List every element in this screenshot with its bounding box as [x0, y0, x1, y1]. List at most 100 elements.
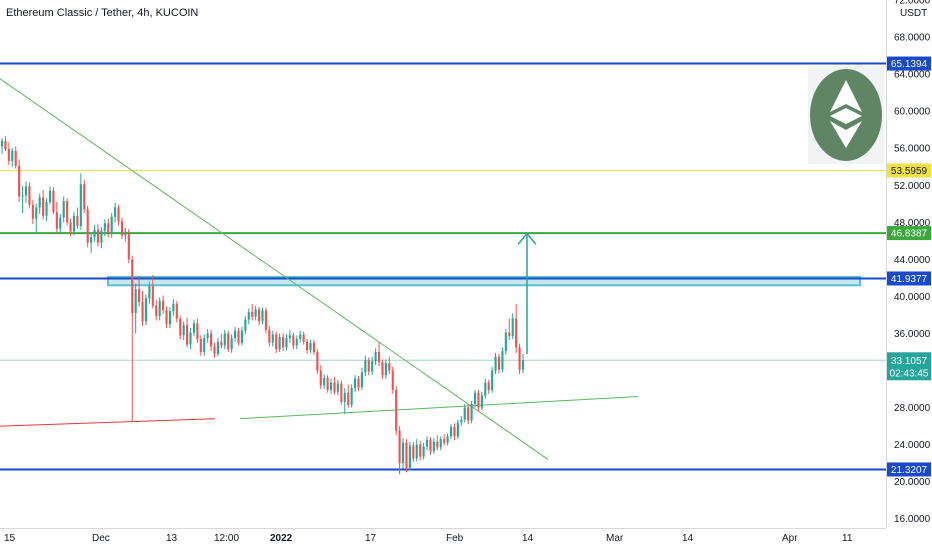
candle-body — [384, 363, 387, 376]
candle-body — [377, 352, 381, 363]
target-arrow-head[interactable] — [517, 232, 537, 245]
candle-body — [66, 201, 69, 223]
x-tick-label: 14 — [682, 533, 694, 544]
candle-body — [336, 383, 339, 392]
y-tick-label: 24.0000 — [894, 440, 931, 451]
trendline[interactable] — [0, 78, 549, 460]
logo-diamond-bottom-icon — [830, 121, 862, 148]
price-level-badge-label: 46.8387 — [891, 229, 928, 240]
candle-body — [316, 352, 319, 371]
candle-body — [186, 325, 189, 345]
candle-body — [14, 150, 17, 166]
candle-body — [192, 323, 196, 333]
candle-body — [473, 392, 477, 404]
candle-body — [110, 216, 113, 234]
x-tick-label: 14 — [522, 533, 534, 544]
candle-body — [367, 360, 370, 372]
candle-body — [439, 439, 442, 448]
bar-countdown-label: 02:43:45 — [890, 368, 929, 379]
zone-rectangle[interactable] — [107, 275, 861, 287]
candle-body — [312, 342, 315, 352]
trendline[interactable] — [239, 395, 639, 420]
candle-body — [114, 207, 117, 217]
price-levels[interactable] — [0, 62, 886, 471]
x-tick-label: Apr — [782, 533, 798, 544]
x-tick-label: 15 — [4, 533, 16, 544]
trendline[interactable] — [0, 418, 216, 427]
candle-body — [497, 356, 501, 370]
candle-body — [401, 442, 405, 464]
target-arrow[interactable] — [517, 232, 537, 354]
price-level-badge-label: 65.1394 — [891, 59, 928, 70]
candle-body — [107, 223, 110, 234]
candle-body — [155, 305, 158, 316]
candle-body — [292, 335, 295, 346]
x-tick-label: 11 — [842, 533, 853, 544]
candle-body — [42, 197, 45, 216]
candle-body — [216, 341, 220, 354]
candle-body — [223, 333, 226, 346]
candle-body — [425, 440, 429, 447]
candle-body — [309, 342, 312, 351]
candle-body — [295, 339, 298, 346]
candle-body — [299, 334, 302, 340]
candle-body — [141, 301, 144, 322]
candle-body — [76, 215, 79, 227]
y-tick-label: 64.0000 — [894, 70, 931, 81]
candle-body — [18, 165, 21, 197]
candle-body — [45, 201, 48, 216]
x-tick-label: Mar — [606, 533, 624, 544]
currency-label: USDT — [900, 8, 927, 19]
candle-body — [364, 360, 367, 373]
candle-body — [55, 212, 58, 229]
candle-body — [220, 341, 223, 346]
candle-body — [62, 201, 65, 218]
candle-body — [247, 312, 250, 320]
candle-body — [72, 215, 76, 232]
candle-body — [436, 441, 439, 448]
candle-body — [419, 444, 422, 457]
candle-body — [117, 207, 120, 222]
price-level-badge-label: 41.9377 — [891, 274, 928, 285]
candle-body — [271, 334, 274, 343]
resistance-zone[interactable] — [107, 275, 861, 287]
price-level-badge — [887, 462, 931, 477]
candle-body — [391, 370, 394, 390]
candle-body — [90, 237, 93, 243]
candle-body — [504, 332, 507, 352]
candle-body — [460, 419, 463, 423]
trendlines[interactable] — [0, 78, 639, 460]
price-level-badge-label: 21.3207 — [891, 465, 928, 476]
candle-body — [244, 319, 247, 331]
candle-body — [501, 351, 504, 370]
time-axis[interactable]: 15 Dec 13 12:00 2022 17 Feb 14 Mar 14 Apr 11 — [0, 528, 886, 545]
y-tick-label: 72.0000 — [894, 0, 931, 7]
candle-body — [206, 333, 209, 339]
candle-body — [347, 392, 350, 405]
candle-body — [480, 395, 483, 408]
y-tick-label: 44.0000 — [894, 255, 931, 266]
candle-body — [302, 334, 305, 342]
candle-body — [213, 346, 216, 354]
y-tick-label: 56.0000 — [894, 144, 931, 155]
candle-body — [131, 259, 134, 314]
price-level-badge — [887, 56, 931, 71]
candle-body — [470, 403, 473, 421]
candle-body — [329, 382, 333, 390]
candle-body — [93, 229, 96, 238]
candle-body — [189, 332, 192, 345]
candle-body — [491, 370, 494, 390]
candle-body — [11, 150, 14, 162]
candle-body — [357, 378, 360, 388]
candle-body — [333, 382, 336, 392]
candle-body — [432, 441, 435, 452]
candle-body — [138, 289, 141, 302]
candle-body — [48, 190, 52, 202]
candle-body — [282, 337, 285, 348]
candle-body — [374, 352, 377, 362]
candle-body — [127, 231, 130, 260]
candle-body — [52, 190, 55, 213]
candle-body — [28, 186, 31, 205]
candle-body — [69, 222, 72, 232]
